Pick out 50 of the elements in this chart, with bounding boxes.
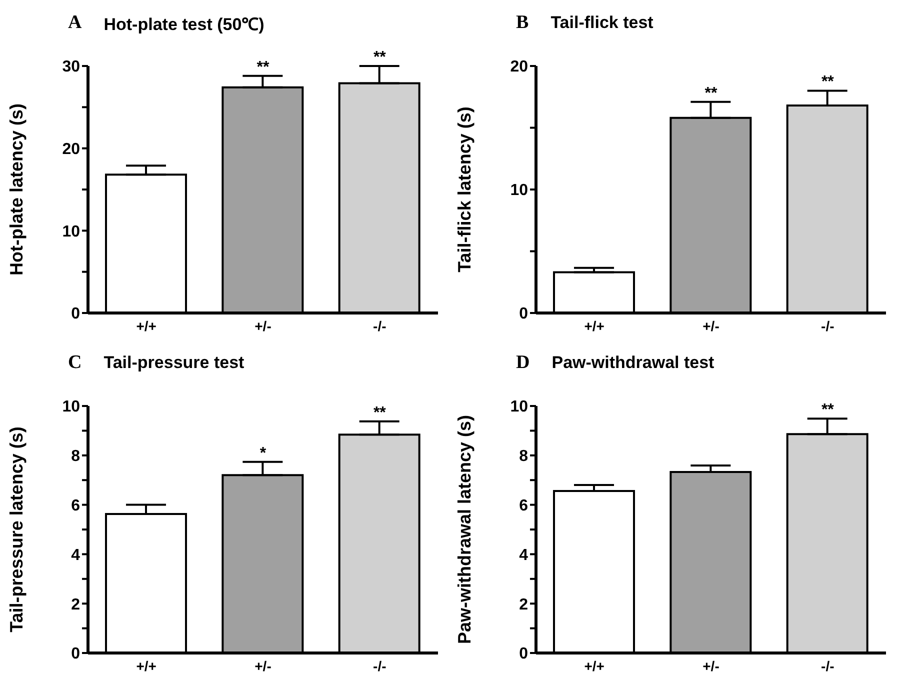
annotation: ** <box>373 404 387 422</box>
x-tick-label: -/- <box>821 658 835 674</box>
annotation: ** <box>821 402 835 419</box>
y-tick-label: 8 <box>519 448 528 466</box>
y-tick-label: 10 <box>510 398 528 416</box>
y-tick-label: 30 <box>62 58 80 76</box>
x-tick-label: +/+ <box>584 318 604 334</box>
annotation: ** <box>704 84 718 102</box>
annotation: ** <box>373 49 387 66</box>
y-tick-label: 2 <box>519 596 528 614</box>
y-tick-label: 10 <box>510 182 528 200</box>
y-tick-label: 0 <box>71 306 80 323</box>
x-tick-label: +/- <box>702 318 720 334</box>
x-tick-label: +/+ <box>584 658 604 674</box>
y-tick-label: 20 <box>62 141 80 158</box>
y-tick-label: 4 <box>519 546 528 564</box>
y-tick-label: 10 <box>62 398 80 416</box>
y-axis-title: Paw-withdrawal latency (s) <box>454 414 474 644</box>
text: C <box>68 352 82 374</box>
y-tick-label: 0 <box>71 646 80 663</box>
x-tick-label: +/+ <box>136 318 156 334</box>
y-tick-label: 20 <box>510 58 528 76</box>
y-tick-label: 2 <box>71 596 80 614</box>
y-tick-label: 8 <box>71 448 80 466</box>
x-tick-label: -/- <box>373 318 387 334</box>
x-tick-label: -/- <box>373 658 387 674</box>
annotation: ** <box>821 74 835 91</box>
y-tick-label: 0 <box>519 306 528 323</box>
text: D <box>516 352 530 374</box>
y-axis-title: Tail-pressure latency (s) <box>6 426 26 632</box>
annotation: * <box>260 444 267 462</box>
chart-title: Paw-withdrawal test <box>552 353 714 373</box>
y-tick-label: 0 <box>519 646 528 663</box>
chart-title: Tail-flick test <box>550 13 654 33</box>
y-tick-label: 6 <box>519 497 528 514</box>
x-tick-label: +/+ <box>136 658 156 674</box>
annotation: ** <box>256 58 270 76</box>
chart-title: Tail-pressure test <box>104 353 244 373</box>
y-tick-label: 4 <box>71 546 80 564</box>
y-axis-title: Tail-flick latency (s) <box>454 106 474 272</box>
x-tick-label: +/- <box>702 658 720 674</box>
y-tick-label: 10 <box>62 223 80 240</box>
y-axis-title: Hot-plate latency (s) <box>6 103 26 276</box>
y-tick-label: 6 <box>71 497 80 514</box>
chart-title: Hot-plate test (50℃) <box>104 14 264 34</box>
x-tick-label: +/- <box>254 658 272 674</box>
text: A <box>68 12 82 34</box>
text: B <box>516 12 529 34</box>
x-tick-label: -/- <box>821 318 835 334</box>
x-tick-label: +/- <box>254 318 272 334</box>
